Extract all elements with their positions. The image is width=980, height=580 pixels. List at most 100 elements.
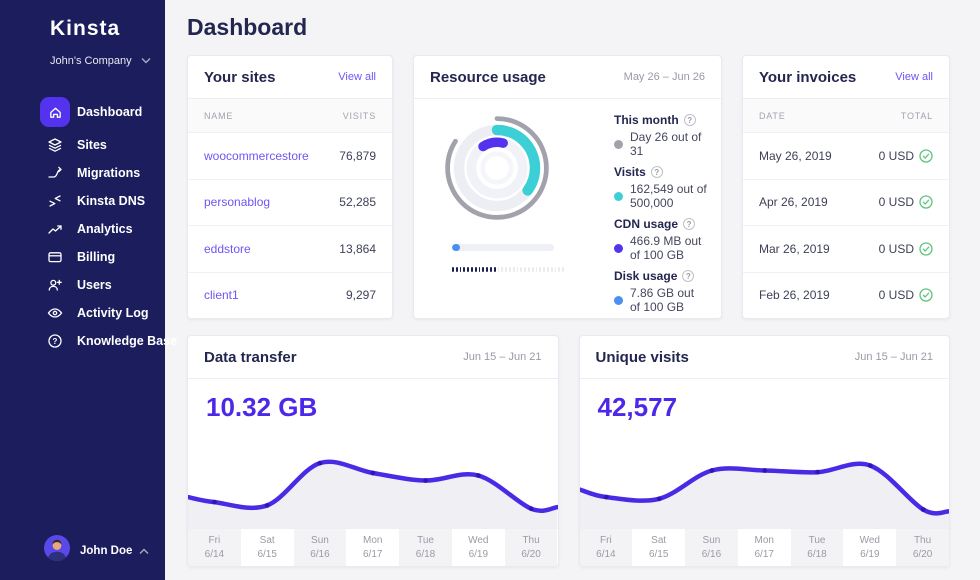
- sites-view-all-link[interactable]: View all: [338, 71, 376, 83]
- legend-label: Visits: [614, 165, 646, 179]
- trending-up-icon: [47, 218, 77, 240]
- unique-visits-card: Unique visits Jun 15 – Jun 21 42,577 Fri…: [578, 335, 950, 567]
- table-row[interactable]: client1 9,297: [188, 273, 392, 319]
- card-title: Your sites: [204, 68, 276, 86]
- site-visits: 76,879: [339, 148, 376, 163]
- sidebar-item-label: Kinsta DNS: [77, 194, 146, 208]
- date-range: Jun 15 – Jun 21: [463, 351, 542, 363]
- site-link[interactable]: client1: [204, 288, 239, 303]
- home-icon: [40, 97, 70, 127]
- check-circle-icon: [919, 288, 933, 302]
- data-transfer-value: 10.32 GB: [206, 392, 318, 422]
- sidebar-item-activity-log[interactable]: Activity Log: [0, 299, 165, 327]
- usage-legend: This month Day 26 out of 31 Visits 162,5…: [614, 111, 707, 318]
- card-title: Data transfer: [204, 348, 297, 366]
- unique-visits-value: 42,577: [597, 392, 678, 422]
- legend-value: 7.86 GB out of 100 GB: [630, 286, 695, 314]
- sidebar-nav: Dashboard Sites Migrations Kinsta DNS An…: [0, 95, 177, 355]
- legend-group: This month Day 26 out of 31: [614, 113, 707, 158]
- invoice-total: 0 USD: [878, 241, 914, 256]
- table-row[interactable]: eddstore 13,864: [188, 226, 392, 273]
- card-title: Unique visits: [595, 348, 689, 366]
- company-selector[interactable]: John's Company: [0, 41, 165, 67]
- check-circle-icon: [919, 242, 933, 256]
- svg-text:?: ?: [53, 337, 58, 346]
- sidebar-item-dashboard[interactable]: Dashboard: [0, 95, 165, 129]
- legend-label: CDN usage: [614, 217, 679, 231]
- axis-day: Thu 6/20: [896, 529, 949, 566]
- legend-dot: [614, 139, 623, 149]
- card-title: Your invoices: [759, 68, 857, 86]
- axis-day: Sat 6/15: [257, 535, 277, 560]
- axis-day: Fri 6/14: [579, 529, 633, 566]
- legend-label: This month: [614, 113, 679, 127]
- invoice-total: 0 USD: [878, 148, 914, 163]
- help-tooltip-icon[interactable]: [683, 114, 696, 126]
- credit-card-icon: [47, 246, 77, 268]
- axis-day: Tue 6/18: [790, 529, 844, 566]
- legend-group: Disk usage 7.86 GB out of 100 GB: [614, 269, 707, 314]
- your-sites-card: Your sites View all Name Visits woocomme…: [187, 55, 393, 319]
- table-row[interactable]: May 26, 2019 0 USD: [743, 133, 949, 180]
- migrate-arrow-icon: [47, 162, 77, 184]
- kinsta-logo: Kinsta: [50, 17, 121, 40]
- sidebar-item-label: Analytics: [77, 222, 133, 236]
- axis-day: Sat 6/15: [648, 535, 669, 560]
- date-range: Jun 15 – Jun 21: [854, 351, 933, 363]
- x-axis-labels: Fri 6/14 Sat 6/15 Sun 6/16 Mon 6/17 Tue 6/18 …: [579, 528, 949, 566]
- axis-day: Tue 6/18: [399, 529, 452, 566]
- axis-day: Wed 6/19: [468, 535, 489, 560]
- sidebar-item-label: Migrations: [77, 166, 141, 180]
- table-row[interactable]: Feb 26, 2019 0 USD: [743, 273, 949, 319]
- user-menu[interactable]: John Doe: [0, 535, 165, 566]
- sidebar-item-label: Billing: [77, 250, 116, 264]
- data-transfer-card: Data transfer Jun 15 – Jun 21 10.32 GB F…: [187, 335, 559, 567]
- dns-chevrons-icon: [47, 190, 77, 212]
- check-circle-icon: [919, 195, 933, 209]
- data-transfer-line-chart: [188, 431, 558, 528]
- sidebar-item-billing[interactable]: Billing: [0, 243, 165, 271]
- legend-group: CDN usage 466.9 MB out of 100 GB: [614, 217, 707, 262]
- sidebar-item-sites[interactable]: Sites: [0, 131, 165, 159]
- axis-day: Mon 6/17: [754, 535, 774, 560]
- disk-usage-bar: [452, 244, 554, 251]
- table-row[interactable]: Mar 26, 2019 0 USD: [743, 226, 949, 273]
- invoices-view-all-link[interactable]: View all: [895, 71, 933, 83]
- invoices-table-body: May 26, 2019 0 USD Apr 26, 2019 0 USD Ma…: [743, 133, 949, 318]
- column-date: Date: [759, 110, 786, 121]
- axis-day: Sun 6/16: [685, 529, 738, 566]
- page-title: Dashboard: [187, 14, 308, 40]
- legend-value: 466.9 MB out of 100 GB: [630, 234, 702, 262]
- sidebar-item-kinsta-dns[interactable]: Kinsta DNS: [0, 187, 165, 215]
- help-tooltip-icon[interactable]: [650, 166, 663, 178]
- sites-table-header: Name Visits: [188, 99, 392, 133]
- sidebar: Kinsta John's Company Dashboard Sites Mi…: [0, 0, 177, 580]
- main-content: Dashboard Your sites View all Name Visit…: [165, 0, 980, 580]
- invoice-date: Apr 26, 2019: [759, 195, 828, 210]
- site-link[interactable]: woocommercestore: [204, 148, 309, 163]
- table-row[interactable]: woocommercestore 76,879: [188, 133, 392, 180]
- site-link[interactable]: eddstore: [204, 241, 251, 256]
- x-axis-labels: Fri 6/14 Sat 6/15 Sun 6/16 Mon 6/17 Tue 6/18 …: [188, 528, 558, 566]
- table-row[interactable]: personablog 52,285: [188, 180, 392, 226]
- column-visits: Visits: [342, 110, 376, 121]
- sidebar-item-analytics[interactable]: Analytics: [0, 215, 165, 243]
- site-link[interactable]: personablog: [204, 195, 271, 210]
- sidebar-item-knowledge-base[interactable]: ? Knowledge Base: [0, 327, 177, 355]
- sites-segment-bar: [452, 267, 564, 272]
- invoice-total: 0 USD: [878, 195, 914, 210]
- invoice-date: Mar 26, 2019: [759, 241, 830, 256]
- invoice-date: May 26, 2019: [759, 148, 832, 163]
- sidebar-item-migrations[interactable]: Migrations: [0, 159, 165, 187]
- check-circle-icon: [919, 149, 933, 163]
- invoice-total: 0 USD: [878, 288, 914, 303]
- user-plus-icon: [47, 274, 77, 296]
- sidebar-item-label: Knowledge Base: [77, 334, 178, 348]
- chevron-up-icon: [139, 542, 149, 560]
- sidebar-item-users[interactable]: Users: [0, 271, 165, 299]
- help-tooltip-icon[interactable]: [682, 270, 695, 282]
- table-row[interactable]: Apr 26, 2019 0 USD: [743, 180, 949, 226]
- help-tooltip-icon[interactable]: [683, 218, 696, 230]
- site-visits: 52,285: [339, 195, 376, 210]
- sites-table-body: woocommercestore 76,879 personablog 52,2…: [188, 133, 392, 318]
